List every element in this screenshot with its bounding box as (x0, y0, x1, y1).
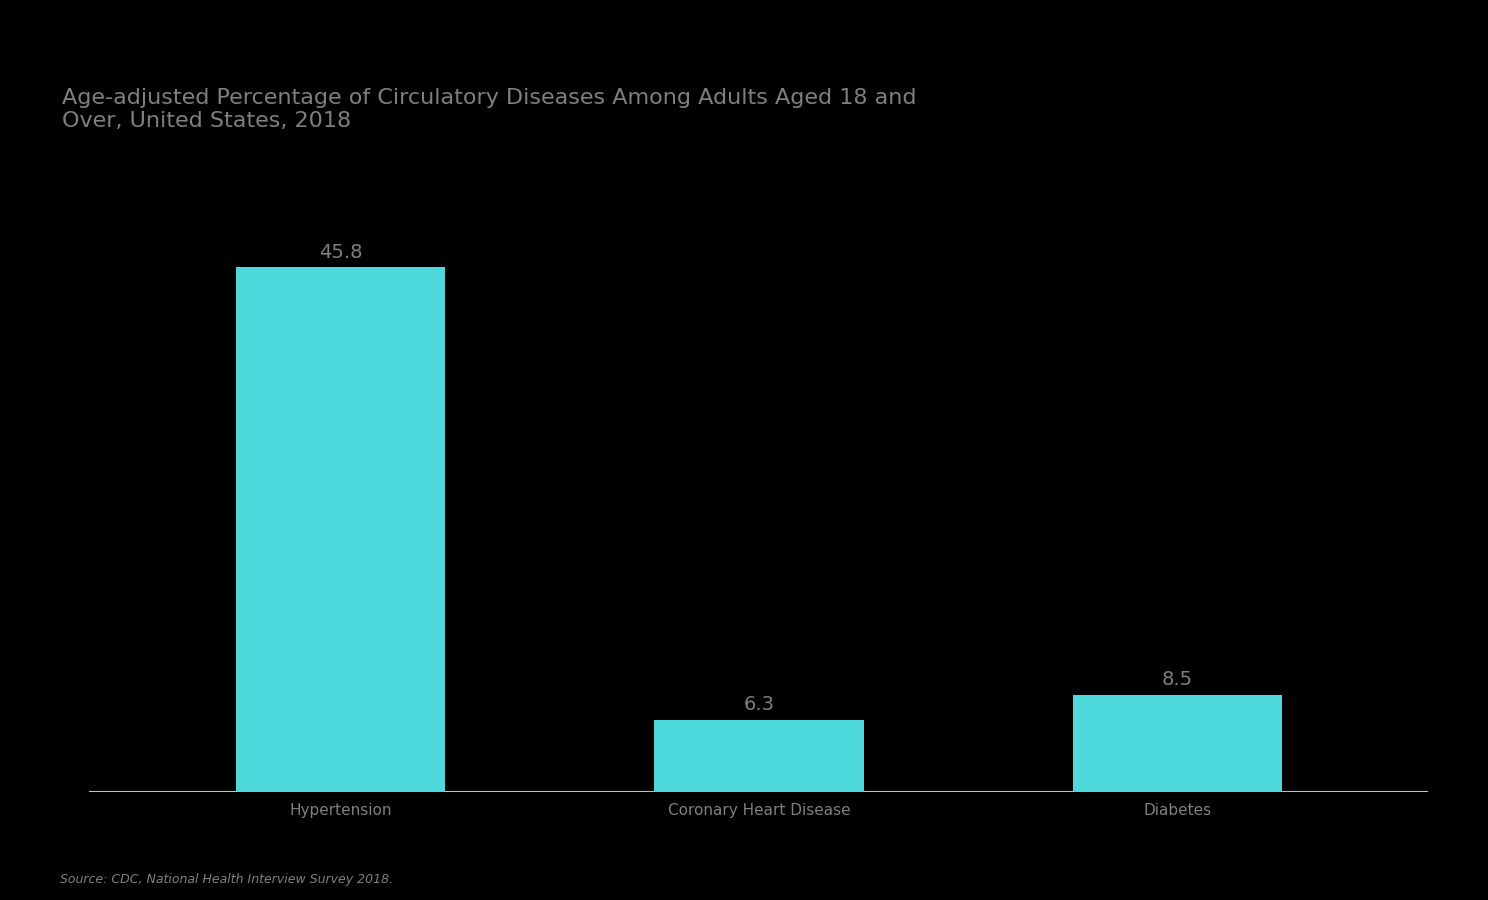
Bar (235, 267, 445, 792)
Bar (1073, 695, 1283, 792)
Bar (655, 720, 863, 792)
Text: Source: CDC, National Health Interview Survey 2018.: Source: CDC, National Health Interview S… (60, 874, 393, 886)
Text: 8.5: 8.5 (1162, 670, 1193, 688)
Text: 6.3: 6.3 (744, 695, 774, 714)
Text: Age-adjusted Percentage of Circulatory Diseases Among Adults Aged 18 and
Over, U: Age-adjusted Percentage of Circulatory D… (62, 88, 917, 131)
Text: 45.8: 45.8 (318, 243, 362, 262)
